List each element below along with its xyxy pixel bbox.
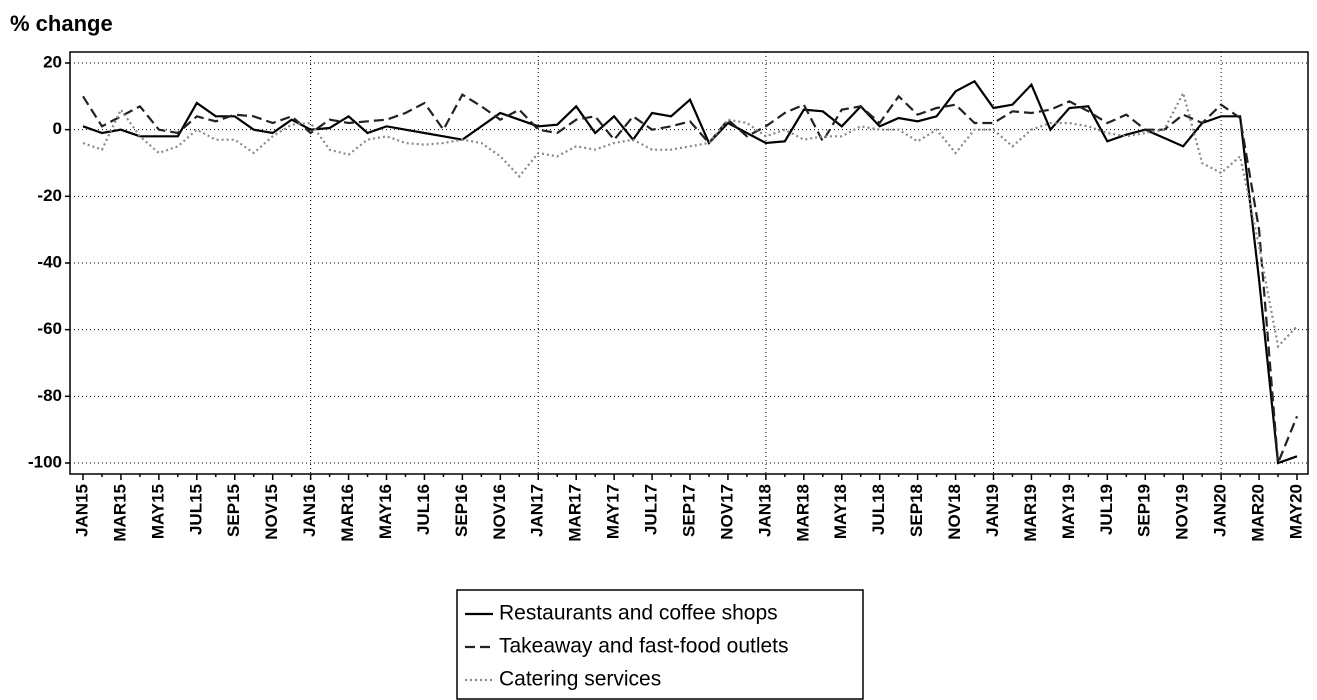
- y-tick-label: -60: [37, 319, 62, 338]
- x-tick-label: MAR15: [110, 484, 129, 542]
- x-tick-label: JUL17: [642, 484, 661, 535]
- x-tick-label: JAN17: [528, 484, 547, 537]
- x-tick-label: SEP18: [907, 484, 926, 537]
- legend-label: Restaurants and coffee shops: [499, 602, 778, 625]
- line-series: [82, 79, 1298, 465]
- x-tick-label: JAN16: [300, 484, 319, 537]
- x-tick-label: NOV18: [945, 484, 964, 540]
- x-tick-label: MAR17: [566, 484, 585, 542]
- legend-label: Catering services: [499, 668, 661, 691]
- x-tick-label: MAR20: [1249, 484, 1268, 542]
- y-tick-label: 20: [43, 52, 62, 71]
- x-tick-label: MAY17: [604, 484, 623, 539]
- x-tick-label: NOV17: [717, 484, 736, 540]
- x-tick-label: NOV19: [1173, 484, 1192, 540]
- x-tick-label: JAN19: [983, 484, 1002, 537]
- x-tick-label: MAY18: [831, 484, 850, 539]
- plot-frame: [69, 51, 1309, 475]
- line-series: [82, 89, 1298, 349]
- x-tick-label: JAN20: [1211, 484, 1230, 537]
- y-tick-label: -20: [37, 186, 62, 205]
- x-tick-label: MAY15: [148, 484, 167, 539]
- y-tick-label: -100: [28, 452, 62, 471]
- x-tick-label: MAY20: [1286, 484, 1305, 539]
- x-tick-label: NOV15: [262, 484, 281, 540]
- x-tick-label: NOV16: [490, 484, 509, 540]
- x-tick-label: MAR19: [1021, 484, 1040, 542]
- x-tick-label: JUL19: [1097, 484, 1116, 535]
- x-tick-label: JAN15: [72, 484, 91, 537]
- x-tick-label: JAN18: [755, 484, 774, 537]
- x-tick-label: SEP19: [1135, 484, 1154, 537]
- x-tick-label: MAR16: [338, 484, 357, 542]
- x-tick-label: SEP15: [224, 484, 243, 537]
- legend-label: Takeaway and fast-food outlets: [499, 635, 789, 658]
- x-tick-label: MAR18: [793, 484, 812, 542]
- legend-box: [456, 589, 864, 700]
- x-tick-label: JUL18: [869, 484, 888, 535]
- y-axis-title: % change: [10, 11, 113, 36]
- line-series: [82, 93, 1299, 464]
- y-tick-label: 0: [53, 119, 62, 138]
- y-tick-label: -40: [37, 252, 62, 271]
- x-tick-label: JUL15: [186, 484, 205, 535]
- x-tick-label: SEP17: [679, 484, 698, 537]
- x-tick-label: MAY19: [1059, 484, 1078, 539]
- x-tick-label: JUL16: [414, 484, 433, 535]
- x-tick-label: MAY16: [376, 484, 395, 539]
- x-tick-label: SEP16: [452, 484, 471, 537]
- y-tick-label: -80: [37, 386, 62, 405]
